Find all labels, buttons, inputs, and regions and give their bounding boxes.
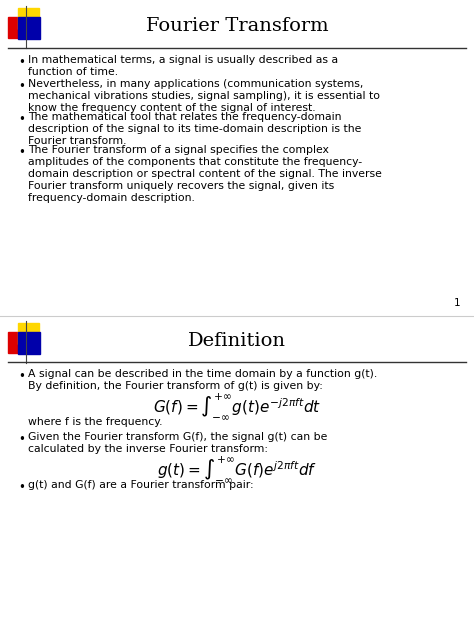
Text: $G(f) = \int_{-\infty}^{+\infty} g(t)e^{-j2\pi ft}dt$: $G(f) = \int_{-\infty}^{+\infty} g(t)e^{… [153, 391, 321, 421]
Text: g(t) and G(f) are a Fourier transform pair:: g(t) and G(f) are a Fourier transform pa… [28, 480, 254, 490]
Text: Given the Fourier transform G(f), the signal g(t) can be
calculated by the inver: Given the Fourier transform G(f), the si… [28, 432, 328, 454]
Bar [18, 332, 40, 355]
Bar [18, 8, 39, 29]
Text: •: • [18, 56, 25, 69]
Bar [0, 317, 474, 632]
Bar [8, 18, 29, 39]
Text: $g(t) = \int_{-\infty}^{+\infty} G(f)e^{j2\pi ft}df$: $g(t) = \int_{-\infty}^{+\infty} G(f)e^{… [157, 454, 317, 483]
Bar [18, 323, 39, 344]
Text: A signal can be described in the time domain by a function g(t).
By definition, : A signal can be described in the time do… [28, 369, 377, 391]
Text: •: • [18, 481, 25, 494]
Text: The Fourier transform of a signal specifies the complex
amplitudes of the compon: The Fourier transform of a signal specif… [28, 145, 382, 203]
Text: The mathematical tool that relates the frequency-domain
description of the signa: The mathematical tool that relates the f… [28, 112, 361, 146]
Text: where f is the frequency.: where f is the frequency. [28, 417, 163, 427]
Text: •: • [18, 432, 25, 446]
Text: Fourier Transform: Fourier Transform [146, 17, 328, 35]
Text: •: • [18, 146, 25, 159]
Text: In mathematical terms, a signal is usually described as a
function of time.: In mathematical terms, a signal is usual… [28, 55, 338, 77]
Text: 1: 1 [453, 298, 460, 308]
Text: •: • [18, 370, 25, 383]
Bar [18, 18, 40, 39]
Text: Nevertheless, in many applications (communication systems,
mechanical vibrations: Nevertheless, in many applications (comm… [28, 79, 380, 113]
Text: •: • [18, 113, 25, 126]
Text: Definition: Definition [188, 332, 286, 350]
Text: •: • [18, 80, 25, 93]
Bar [8, 332, 29, 353]
Bar [0, 0, 474, 316]
